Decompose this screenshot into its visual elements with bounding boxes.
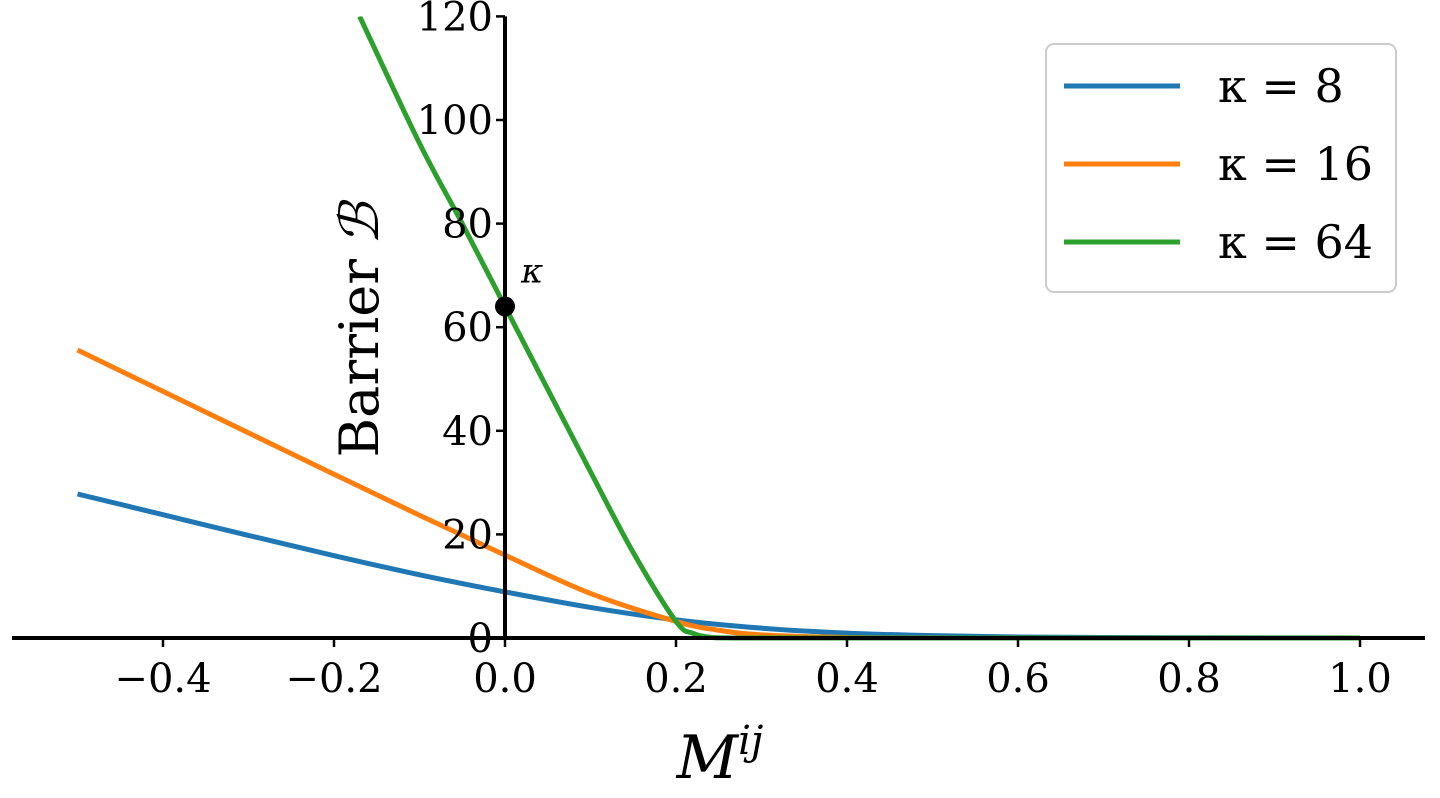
- kappa-annotation: κ: [520, 251, 543, 291]
- legend-label: κ = 64: [1218, 215, 1373, 269]
- marker-layer: κ: [495, 251, 543, 317]
- legend-label: κ = 8: [1218, 59, 1344, 113]
- x-tick-label: 0.6: [986, 656, 1050, 702]
- axis-labels: Mij Barrier ℬ: [328, 199, 763, 793]
- legend-box: [1045, 43, 1397, 293]
- y-tick-label: 120: [417, 0, 493, 40]
- x-tick-label: 0.0: [473, 656, 537, 702]
- y-tick-label: 80: [442, 202, 493, 248]
- series-line-2: [76, 347, 1360, 641]
- y-axis-label: Barrier ℬ: [328, 199, 391, 458]
- x-tick-label: −0.2: [285, 656, 382, 702]
- x-tick-label: 0.4: [815, 656, 879, 702]
- x-tick-label: 0.2: [644, 656, 708, 702]
- legend-label: κ = 16: [1218, 137, 1373, 191]
- axes-layer: −0.4 −0.2 0.0 0.2 0.4 0.6 0.8 1.0 0 20 40 60 80 100 12…: [12, 0, 1425, 702]
- x-tick-label: 1.0: [1328, 656, 1392, 702]
- y-axis-label-symbol: ℬ: [328, 199, 391, 245]
- y-tick-label: 20: [442, 512, 493, 558]
- kappa-intercept-point: [495, 296, 515, 317]
- x-tick-label: −0.4: [114, 656, 211, 702]
- x-tick-label: 0.8: [1157, 656, 1221, 702]
- y-tick-label: 40: [442, 409, 493, 455]
- x-axis-label: Mij: [676, 718, 764, 793]
- legend: κ = 8 κ = 16 κ = 64: [1045, 43, 1397, 293]
- series-line-1: [76, 491, 1361, 641]
- y-tick-label: 60: [442, 305, 493, 351]
- y-axis-label-word: Barrier: [328, 259, 391, 458]
- x-axis-label-superscript: ij: [738, 718, 763, 764]
- y-tick-label: 0: [468, 616, 493, 662]
- y-tick-label: 100: [417, 98, 493, 144]
- x-axis-label-base: M: [676, 723, 740, 793]
